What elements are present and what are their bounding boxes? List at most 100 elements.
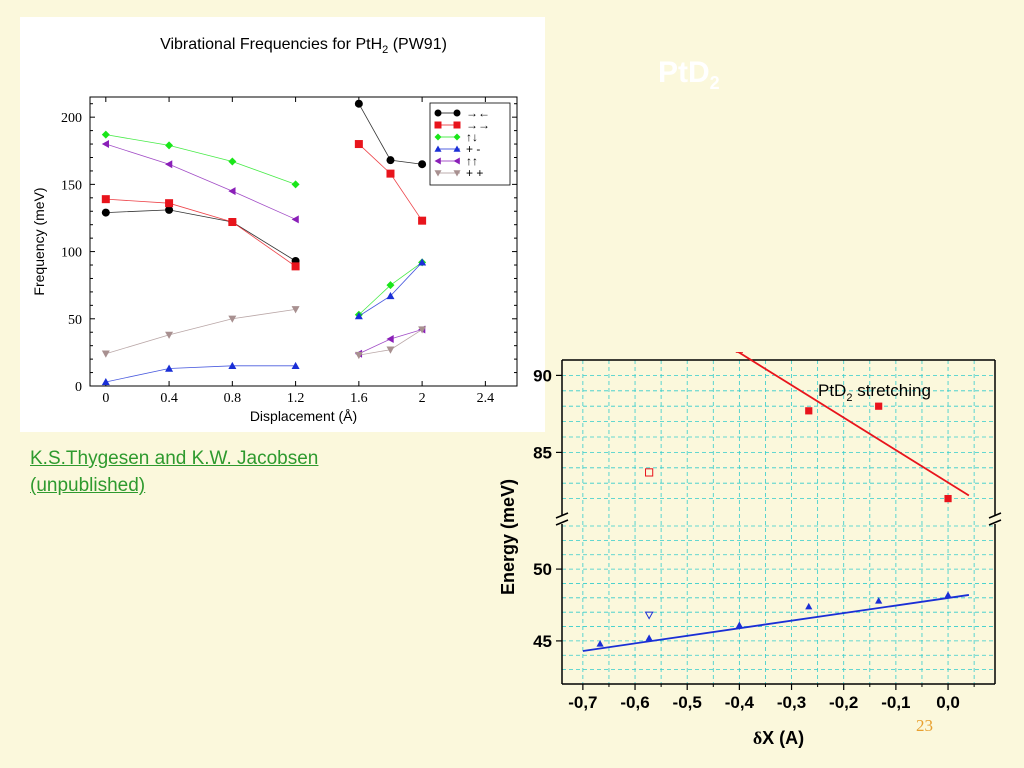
- frequency-chart-panel: Vibrational Frequencies for PtH2 (PW91) 0…: [20, 17, 545, 432]
- data-point: [418, 258, 427, 266]
- data-point: [101, 130, 110, 139]
- data-point: [805, 602, 813, 610]
- data-point: [386, 169, 395, 178]
- data-point: [645, 634, 653, 641]
- page-number: 23: [916, 716, 933, 735]
- legend-marker: [434, 121, 442, 129]
- y-tick-label: 0: [75, 380, 82, 395]
- data-point: [101, 208, 110, 217]
- legend-label: ↑↑: [466, 154, 478, 168]
- legend-marker: [453, 121, 461, 129]
- legend-marker: [434, 109, 442, 117]
- data-point: [386, 281, 395, 290]
- series-2: [101, 140, 427, 271]
- data-point: [228, 187, 236, 196]
- frequency-chart: Vibrational Frequencies for PtH2 (PW91)0…: [31, 36, 518, 424]
- x-tick-label: 2: [419, 391, 426, 406]
- series-line: [105, 365, 296, 383]
- data-point: [418, 326, 427, 334]
- series-1: [101, 99, 427, 265]
- legend-marker: [434, 145, 442, 152]
- data-point: [386, 334, 394, 343]
- x-axis-label-rest: X (A): [762, 728, 804, 748]
- data-point: [291, 262, 300, 271]
- x-tick-label: 0.8: [224, 391, 242, 406]
- data-point: [165, 331, 174, 339]
- x-tick-label: -0,2: [829, 693, 858, 712]
- chart-annotation-sub: 2: [846, 392, 852, 404]
- series-line: [105, 134, 296, 185]
- citation-link[interactable]: K.S.Thygesen and K.W. Jacobsen (unpublis…: [30, 445, 318, 499]
- data-point: [291, 180, 300, 189]
- data-point: [354, 312, 363, 320]
- data-point: [735, 352, 743, 353]
- series-4: [101, 258, 427, 386]
- data-point: [386, 156, 395, 165]
- y-axis-label: Energy (meV): [498, 479, 518, 595]
- x-tick-label: -0,7: [568, 693, 597, 712]
- series-lower: [582, 591, 970, 652]
- legend-label: →→: [466, 118, 490, 132]
- legend-marker: [453, 133, 461, 141]
- legend-marker: [453, 109, 461, 117]
- data-point: [165, 364, 174, 372]
- data-point: [875, 402, 883, 410]
- y-tick-label: 90: [533, 366, 552, 385]
- legend-marker: [453, 170, 461, 177]
- chart-title-main: Vibrational Frequencies for PtH: [160, 36, 382, 53]
- data-point: [228, 218, 237, 227]
- data-point: [418, 160, 427, 169]
- data-point: [944, 591, 952, 598]
- x-tick-label: 0.4: [160, 391, 178, 406]
- series-5: [101, 140, 426, 358]
- x-tick-label: 0: [102, 391, 109, 406]
- series-6: [101, 306, 427, 360]
- axis-break-mark: [988, 519, 1002, 526]
- chart-annotation-main: PtD: [818, 381, 846, 400]
- data-point: [386, 291, 395, 300]
- y-tick-label: 85: [533, 443, 552, 462]
- y-tick-label: 200: [61, 111, 82, 126]
- data-point: [644, 611, 654, 620]
- legend-label: + -: [466, 142, 480, 156]
- slide-title: PtD2: [658, 56, 720, 93]
- axis-break-mark: [555, 512, 569, 519]
- data-point: [228, 315, 237, 323]
- citation-line-1[interactable]: K.S.Thygesen and K.W. Jacobsen: [30, 448, 319, 469]
- legend-label: + +: [466, 166, 483, 180]
- data-point: [354, 351, 363, 360]
- data-point: [291, 361, 300, 370]
- citation-line-2[interactable]: (unpublished): [30, 475, 146, 496]
- data-point: [291, 306, 300, 314]
- plot-frame: [89, 96, 518, 387]
- series-lower-open: [644, 611, 654, 620]
- x-tick-label: -0,6: [620, 693, 649, 712]
- data-point: [386, 346, 395, 354]
- x-tick-label: 0,0: [936, 693, 960, 712]
- data-point: [228, 157, 237, 166]
- stretching-chart-panel: -0,7 -0,6 -0,5 -0,4 -0,3 -0,2 -0,1 0,0 90 85 50 45 δ…: [488, 352, 1024, 768]
- stretching-chart: -0,7 -0,6 -0,5 -0,4 -0,3 -0,2 -0,1 0,0 90 85 50 45 δ…: [498, 352, 1002, 748]
- data-point: [645, 468, 654, 477]
- legend-marker: [453, 157, 460, 165]
- data-point: [735, 621, 743, 628]
- chart-annotation: PtD2 stretching: [818, 381, 931, 404]
- series-upper-open: [645, 468, 654, 477]
- data-point: [596, 640, 604, 647]
- data-point: [101, 377, 110, 386]
- y-tick-label: 50: [533, 560, 552, 579]
- legend-marker: [434, 133, 442, 141]
- legend-marker: [434, 170, 442, 177]
- fit-line: [736, 352, 970, 497]
- legend-label: →←: [466, 106, 490, 120]
- data-point: [165, 141, 174, 150]
- axis-break-mark: [988, 512, 1002, 519]
- x-axis-label: δX (A): [753, 728, 804, 748]
- data-point: [101, 140, 110, 149]
- series-3: [101, 130, 427, 319]
- y-tick-label: 50: [68, 313, 82, 328]
- series-line: [358, 262, 423, 317]
- legend-marker: [434, 157, 441, 165]
- data-point: [944, 495, 952, 503]
- x-axis-label: Displacement (Å): [250, 408, 357, 424]
